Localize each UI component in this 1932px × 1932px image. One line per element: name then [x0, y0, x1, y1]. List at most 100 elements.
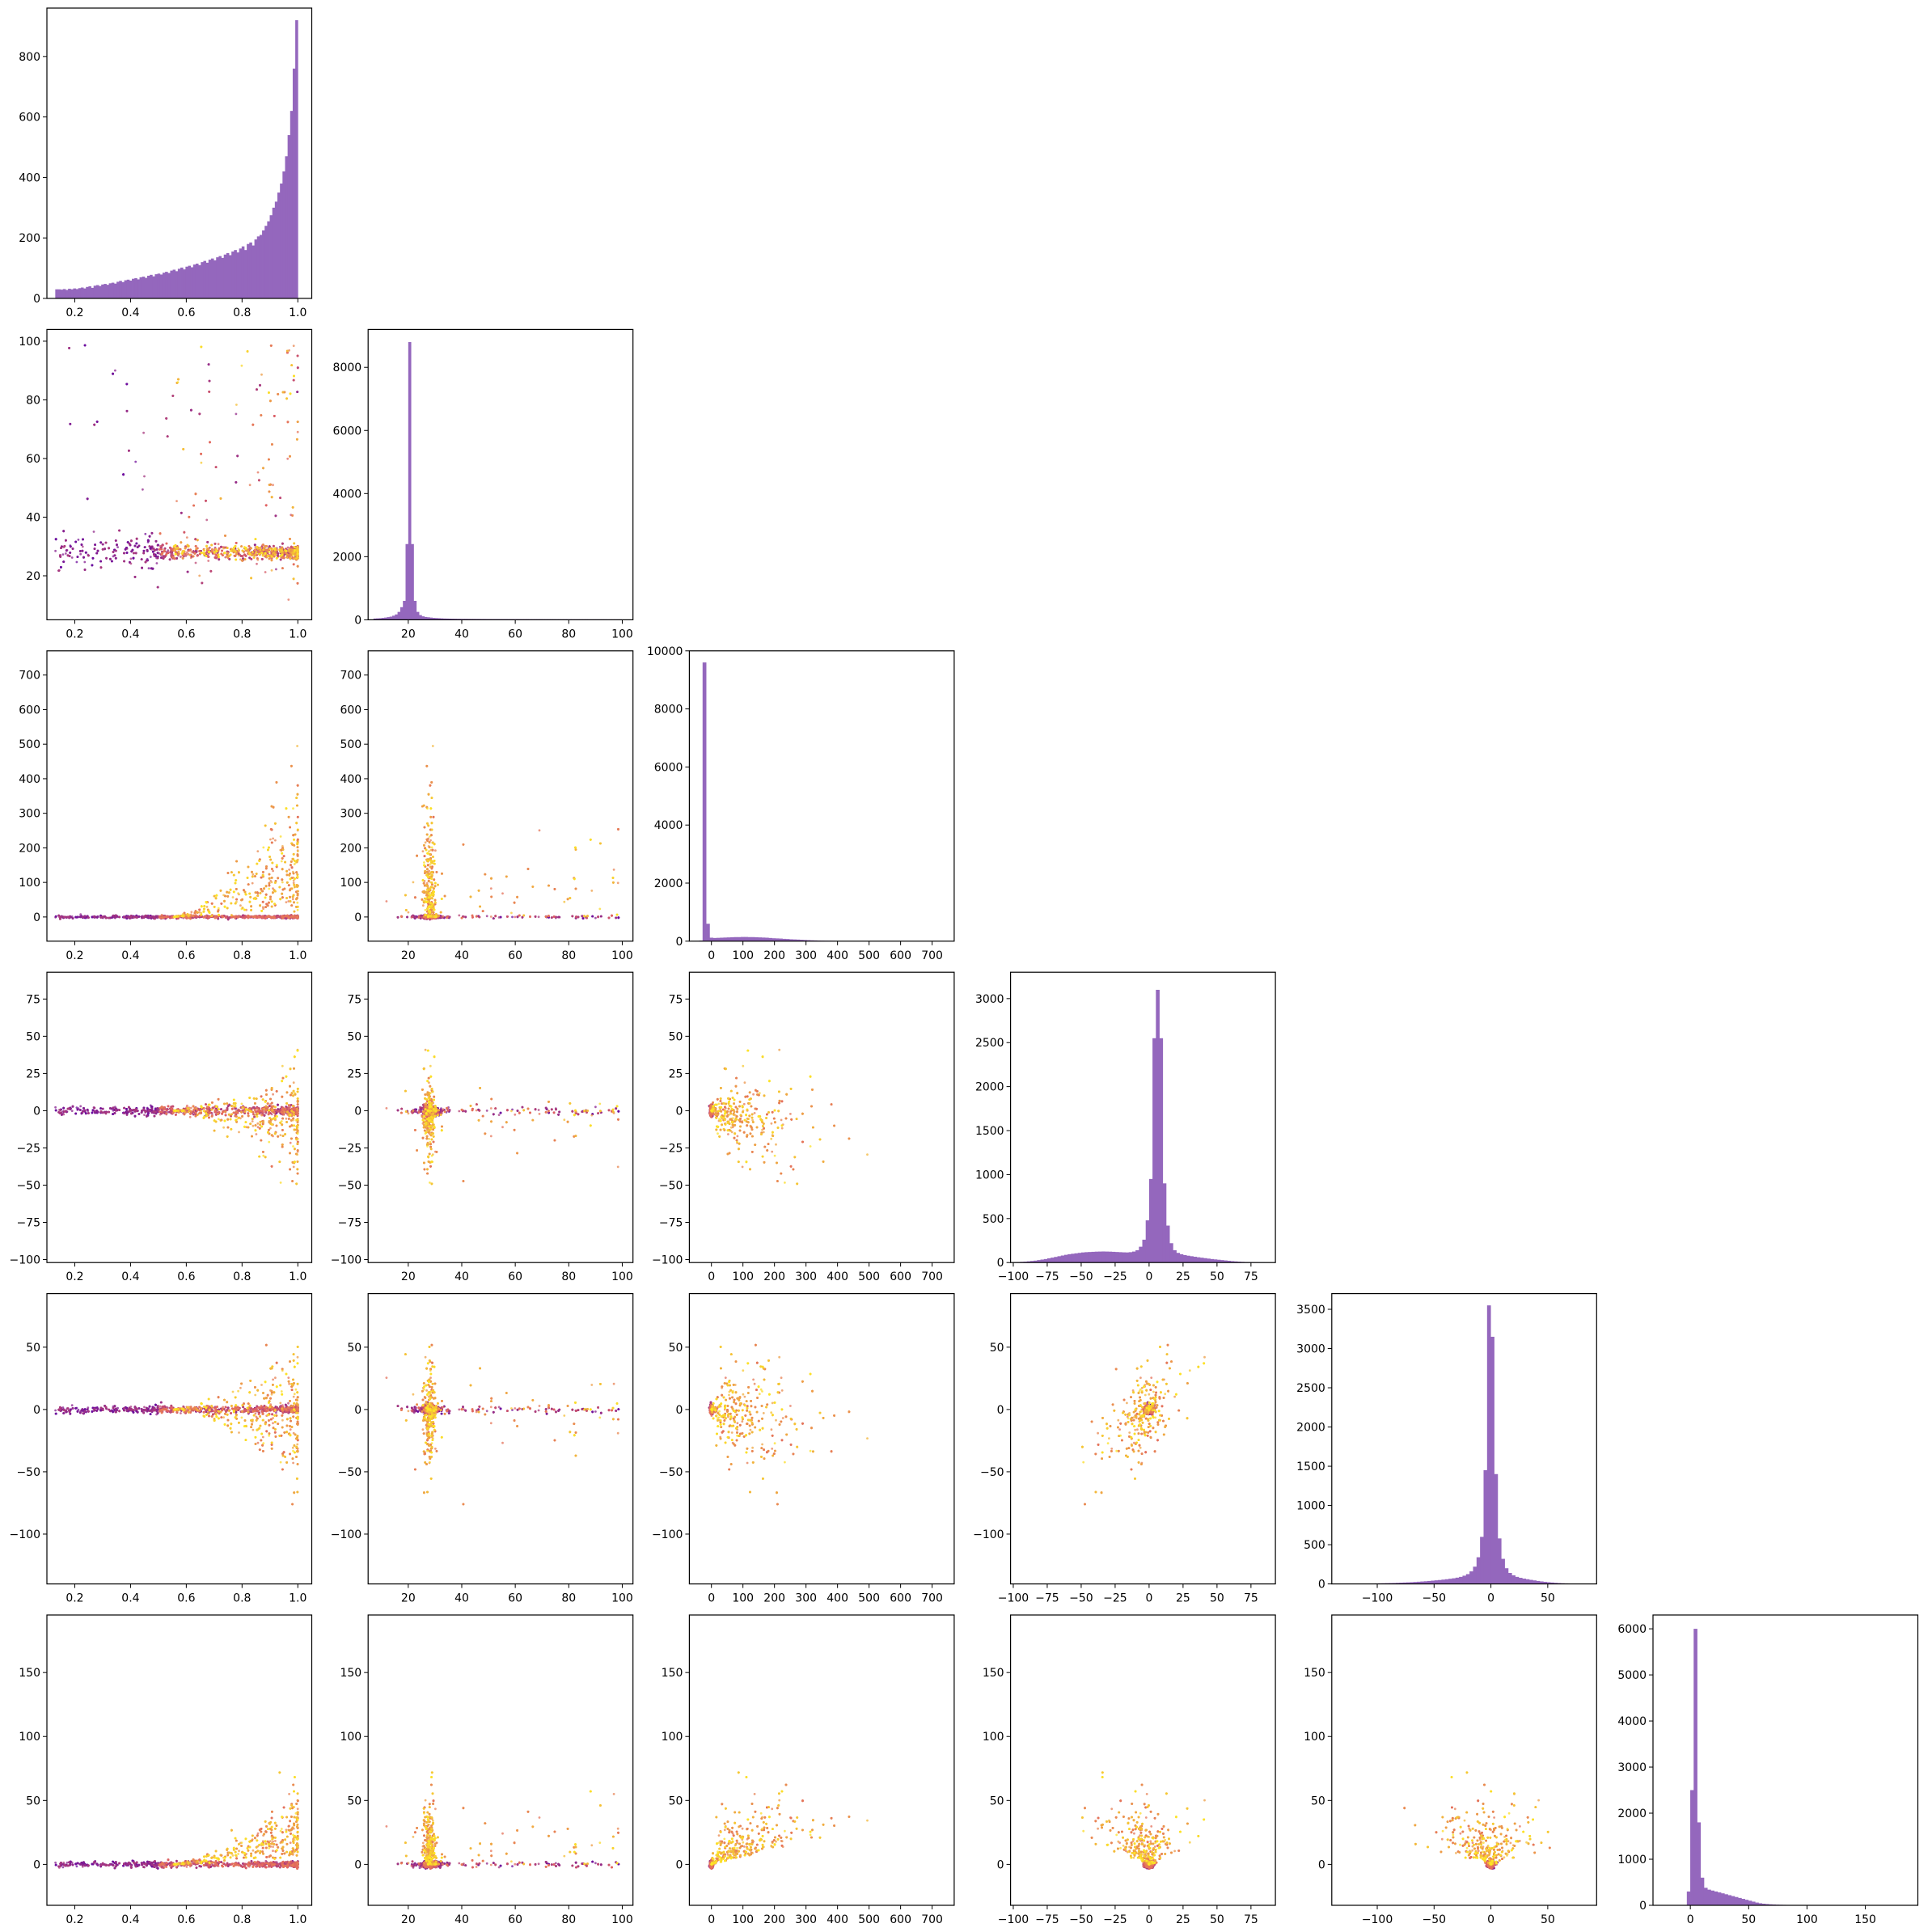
hist-bar [213, 260, 217, 298]
hist-bar [1207, 1258, 1211, 1262]
hist-bar [1462, 1575, 1466, 1583]
hist-bar [1176, 1253, 1180, 1262]
hist-bar [226, 253, 230, 298]
hist-bar [147, 276, 150, 298]
hist-bar [63, 289, 66, 298]
hist-0-ytick-label: 600 [19, 112, 40, 125]
hist-bar [119, 281, 122, 298]
scatter-point [62, 553, 65, 556]
hist-bar [730, 937, 734, 941]
hist-bar [720, 937, 724, 941]
hist-bar [132, 279, 135, 298]
hist-bar [1494, 1474, 1499, 1584]
hist-1-ytick-label: 6000 [333, 425, 362, 438]
hist-bar [1501, 1559, 1505, 1584]
hist-3-xtick-label: −75 [1035, 1270, 1059, 1283]
hist-bar [66, 290, 69, 298]
hist-bar [1435, 1580, 1439, 1583]
hist-4-ytick-label: 2500 [1296, 1382, 1325, 1395]
hist-bar [1071, 1253, 1075, 1262]
hist-bar [295, 20, 298, 298]
hist-bar [1466, 1574, 1470, 1583]
hist-bar [1727, 1895, 1731, 1905]
hist-0-ytick-label: 800 [19, 51, 40, 64]
hist-2-xtick-label: 0 [708, 949, 715, 962]
hist-bar [1710, 1891, 1714, 1905]
hist-bar [1067, 1254, 1072, 1262]
scatter-point [83, 561, 86, 564]
hist-bar [1115, 1252, 1119, 1262]
hist-bar [1105, 1252, 1109, 1263]
hist-bar [1101, 1251, 1106, 1262]
scatter-point [148, 567, 150, 569]
hist-bar [236, 252, 239, 298]
hist-5-xtick-label: 150 [1854, 1913, 1876, 1926]
hist-5-ytick-label: 2000 [1617, 1807, 1647, 1820]
hist-4-xtick-label: −100 [1362, 1592, 1393, 1605]
hist-bar [142, 277, 146, 298]
hist-bar [1516, 1577, 1520, 1584]
hist-bar [1112, 1252, 1116, 1262]
hist-bar [127, 280, 130, 298]
hist-bar [1469, 1571, 1473, 1584]
scatter-point [60, 566, 62, 569]
scatter-point [99, 541, 102, 543]
hist-bar [1741, 1899, 1745, 1905]
hist-bar [1139, 1247, 1143, 1263]
hist-5-ytick-label: 5000 [1617, 1669, 1647, 1682]
hist-bar [1508, 1573, 1512, 1584]
hist-bar [1152, 1038, 1156, 1262]
hist-1-xtick-label: 60 [508, 628, 522, 640]
hist-bar [216, 257, 219, 298]
hist-bar [1477, 1558, 1481, 1584]
hist-bar [173, 269, 176, 298]
hist-bar [1693, 1629, 1697, 1905]
hist-1-ytick-label: 8000 [333, 361, 362, 374]
hist-bar [285, 156, 288, 298]
hist-0-xtick-label: 0.8 [233, 306, 251, 319]
hist-3-ytick-label: 0 [997, 1257, 1004, 1270]
scatter-point [115, 557, 117, 560]
hist-bar [109, 283, 112, 298]
hist-bar [1163, 1183, 1167, 1262]
scatter-point [66, 549, 69, 552]
hist-bar [193, 264, 197, 298]
hist-5-ytick-label: 0 [1639, 1900, 1647, 1913]
hist-bar [1092, 1252, 1096, 1262]
scatter-point [70, 545, 72, 547]
scatter-point [156, 548, 159, 551]
hist-bar [264, 226, 268, 298]
scatter-point [85, 552, 87, 554]
scatter-point [82, 550, 84, 552]
hist-bar [733, 937, 738, 941]
hist-bar [403, 601, 406, 619]
hist-bar [1498, 1538, 1502, 1583]
hist-bar [244, 250, 247, 298]
hist-bar [1511, 1575, 1516, 1584]
hist-bar [203, 261, 206, 298]
scatter-point [150, 556, 152, 558]
hist-1-xtick-label: 20 [401, 628, 416, 640]
scatter-point [91, 564, 94, 567]
hist-bar [191, 267, 194, 298]
hist-1-ytick-label: 0 [354, 614, 361, 627]
scatter-point [62, 560, 65, 563]
hist-3-ytick-label: 2000 [975, 1081, 1004, 1094]
hist-bar [255, 239, 258, 298]
scatter-point [160, 556, 163, 559]
scatter-panel-0-1: 0.2 0.4 0.6 0.8 1.020406080100 [19, 329, 311, 640]
hist-bar [416, 612, 420, 620]
hist-bar [1061, 1255, 1065, 1262]
hist-bar [1721, 1893, 1725, 1905]
hist-bar [1109, 1252, 1113, 1262]
hist-bar [1752, 1901, 1756, 1905]
hist-bar [94, 285, 97, 298]
hist-bar [114, 284, 117, 298]
hist-5-xtick-label: 0 [1687, 1913, 1694, 1926]
hist-bar [1735, 1897, 1739, 1905]
hist-bar [1129, 1252, 1133, 1262]
hist-bar [167, 273, 171, 298]
hist-bar [1718, 1892, 1722, 1905]
hist-bar [267, 222, 270, 298]
scatter-point [112, 373, 114, 375]
